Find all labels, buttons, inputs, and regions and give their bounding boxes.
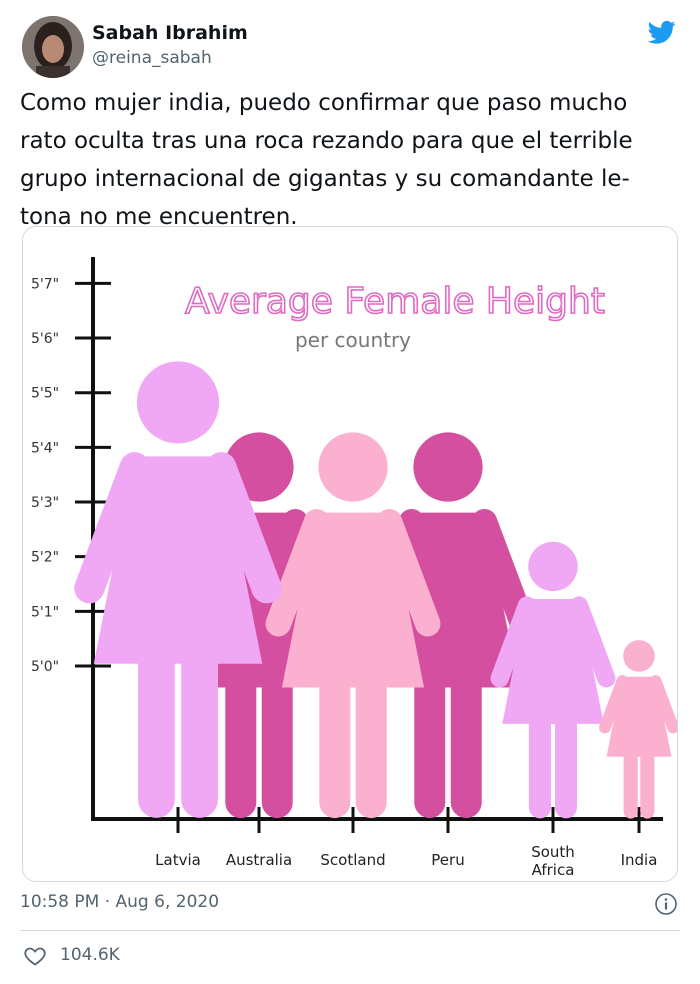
- figure-arm: [206, 452, 282, 604]
- twitter-bird-icon: [647, 20, 676, 44]
- x-tick-label: Scotland: [320, 851, 385, 869]
- figure-dress: [606, 676, 672, 757]
- x-tick-label: Latvia: [155, 851, 201, 869]
- figure-arm: [569, 596, 616, 688]
- x-tick-label: Africa: [532, 861, 575, 879]
- x-tick-label: South: [531, 843, 575, 861]
- y-tick-label: 5'3": [31, 495, 59, 511]
- chart-title: Average Female Height: [185, 281, 605, 322]
- figure-scotland: [265, 432, 441, 819]
- author-name[interactable]: Sabah Ibrahim: [92, 22, 248, 44]
- figure-india: [599, 640, 677, 819]
- y-tick-label: 5'7": [31, 276, 59, 292]
- figure-arm: [649, 675, 677, 734]
- height-chart: Average Female Height per country 5'0" 5'…: [31, 257, 677, 879]
- figure-head: [136, 361, 220, 444]
- tweet-media[interactable]: Average Female Height per country 5'0" 5'…: [22, 226, 678, 882]
- x-tick-label: India: [621, 851, 658, 869]
- figure-arm: [74, 452, 150, 604]
- y-tick-label: 5'6": [31, 331, 59, 347]
- figure-dress: [502, 598, 604, 724]
- y-tick-label: 5'0": [31, 659, 59, 675]
- info-icon[interactable]: [654, 892, 678, 916]
- figure-latvia: [74, 361, 282, 818]
- figure-arm: [471, 508, 536, 637]
- y-tick-label: 5'4": [31, 440, 59, 456]
- chart-subtitle: per country: [295, 328, 411, 352]
- y-tick-label: 5'2": [31, 550, 59, 566]
- tweet-text: Como mujer india, puedo confirmar que pa…: [20, 90, 633, 230]
- figure-head: [623, 640, 655, 672]
- x-tick-label: Australia: [226, 851, 292, 869]
- figure-south-africa: [490, 541, 616, 819]
- figure-arm: [376, 508, 441, 637]
- author-handle[interactable]: @reina_sabah: [92, 48, 212, 68]
- figure-head: [528, 541, 578, 592]
- x-tick-label: Peru: [431, 851, 464, 869]
- figure-arm: [490, 596, 537, 688]
- y-tick-label: 5'5": [31, 386, 59, 402]
- figure-head: [413, 432, 483, 502]
- figure-dress: [93, 456, 263, 664]
- figure-dress: [281, 512, 425, 688]
- chart-figures: [74, 361, 677, 819]
- tweet-timestamp[interactable]: 10:58 PM · Aug 6, 2020: [20, 892, 220, 912]
- avatar[interactable]: [22, 16, 84, 78]
- figure-head: [318, 432, 388, 502]
- heart-icon[interactable]: [22, 944, 48, 968]
- divider: [20, 930, 680, 931]
- y-tick-label: 5'1": [31, 604, 59, 620]
- figure-arm: [599, 675, 629, 734]
- figure-arm: [265, 508, 330, 637]
- like-count: 104.6K: [60, 945, 120, 965]
